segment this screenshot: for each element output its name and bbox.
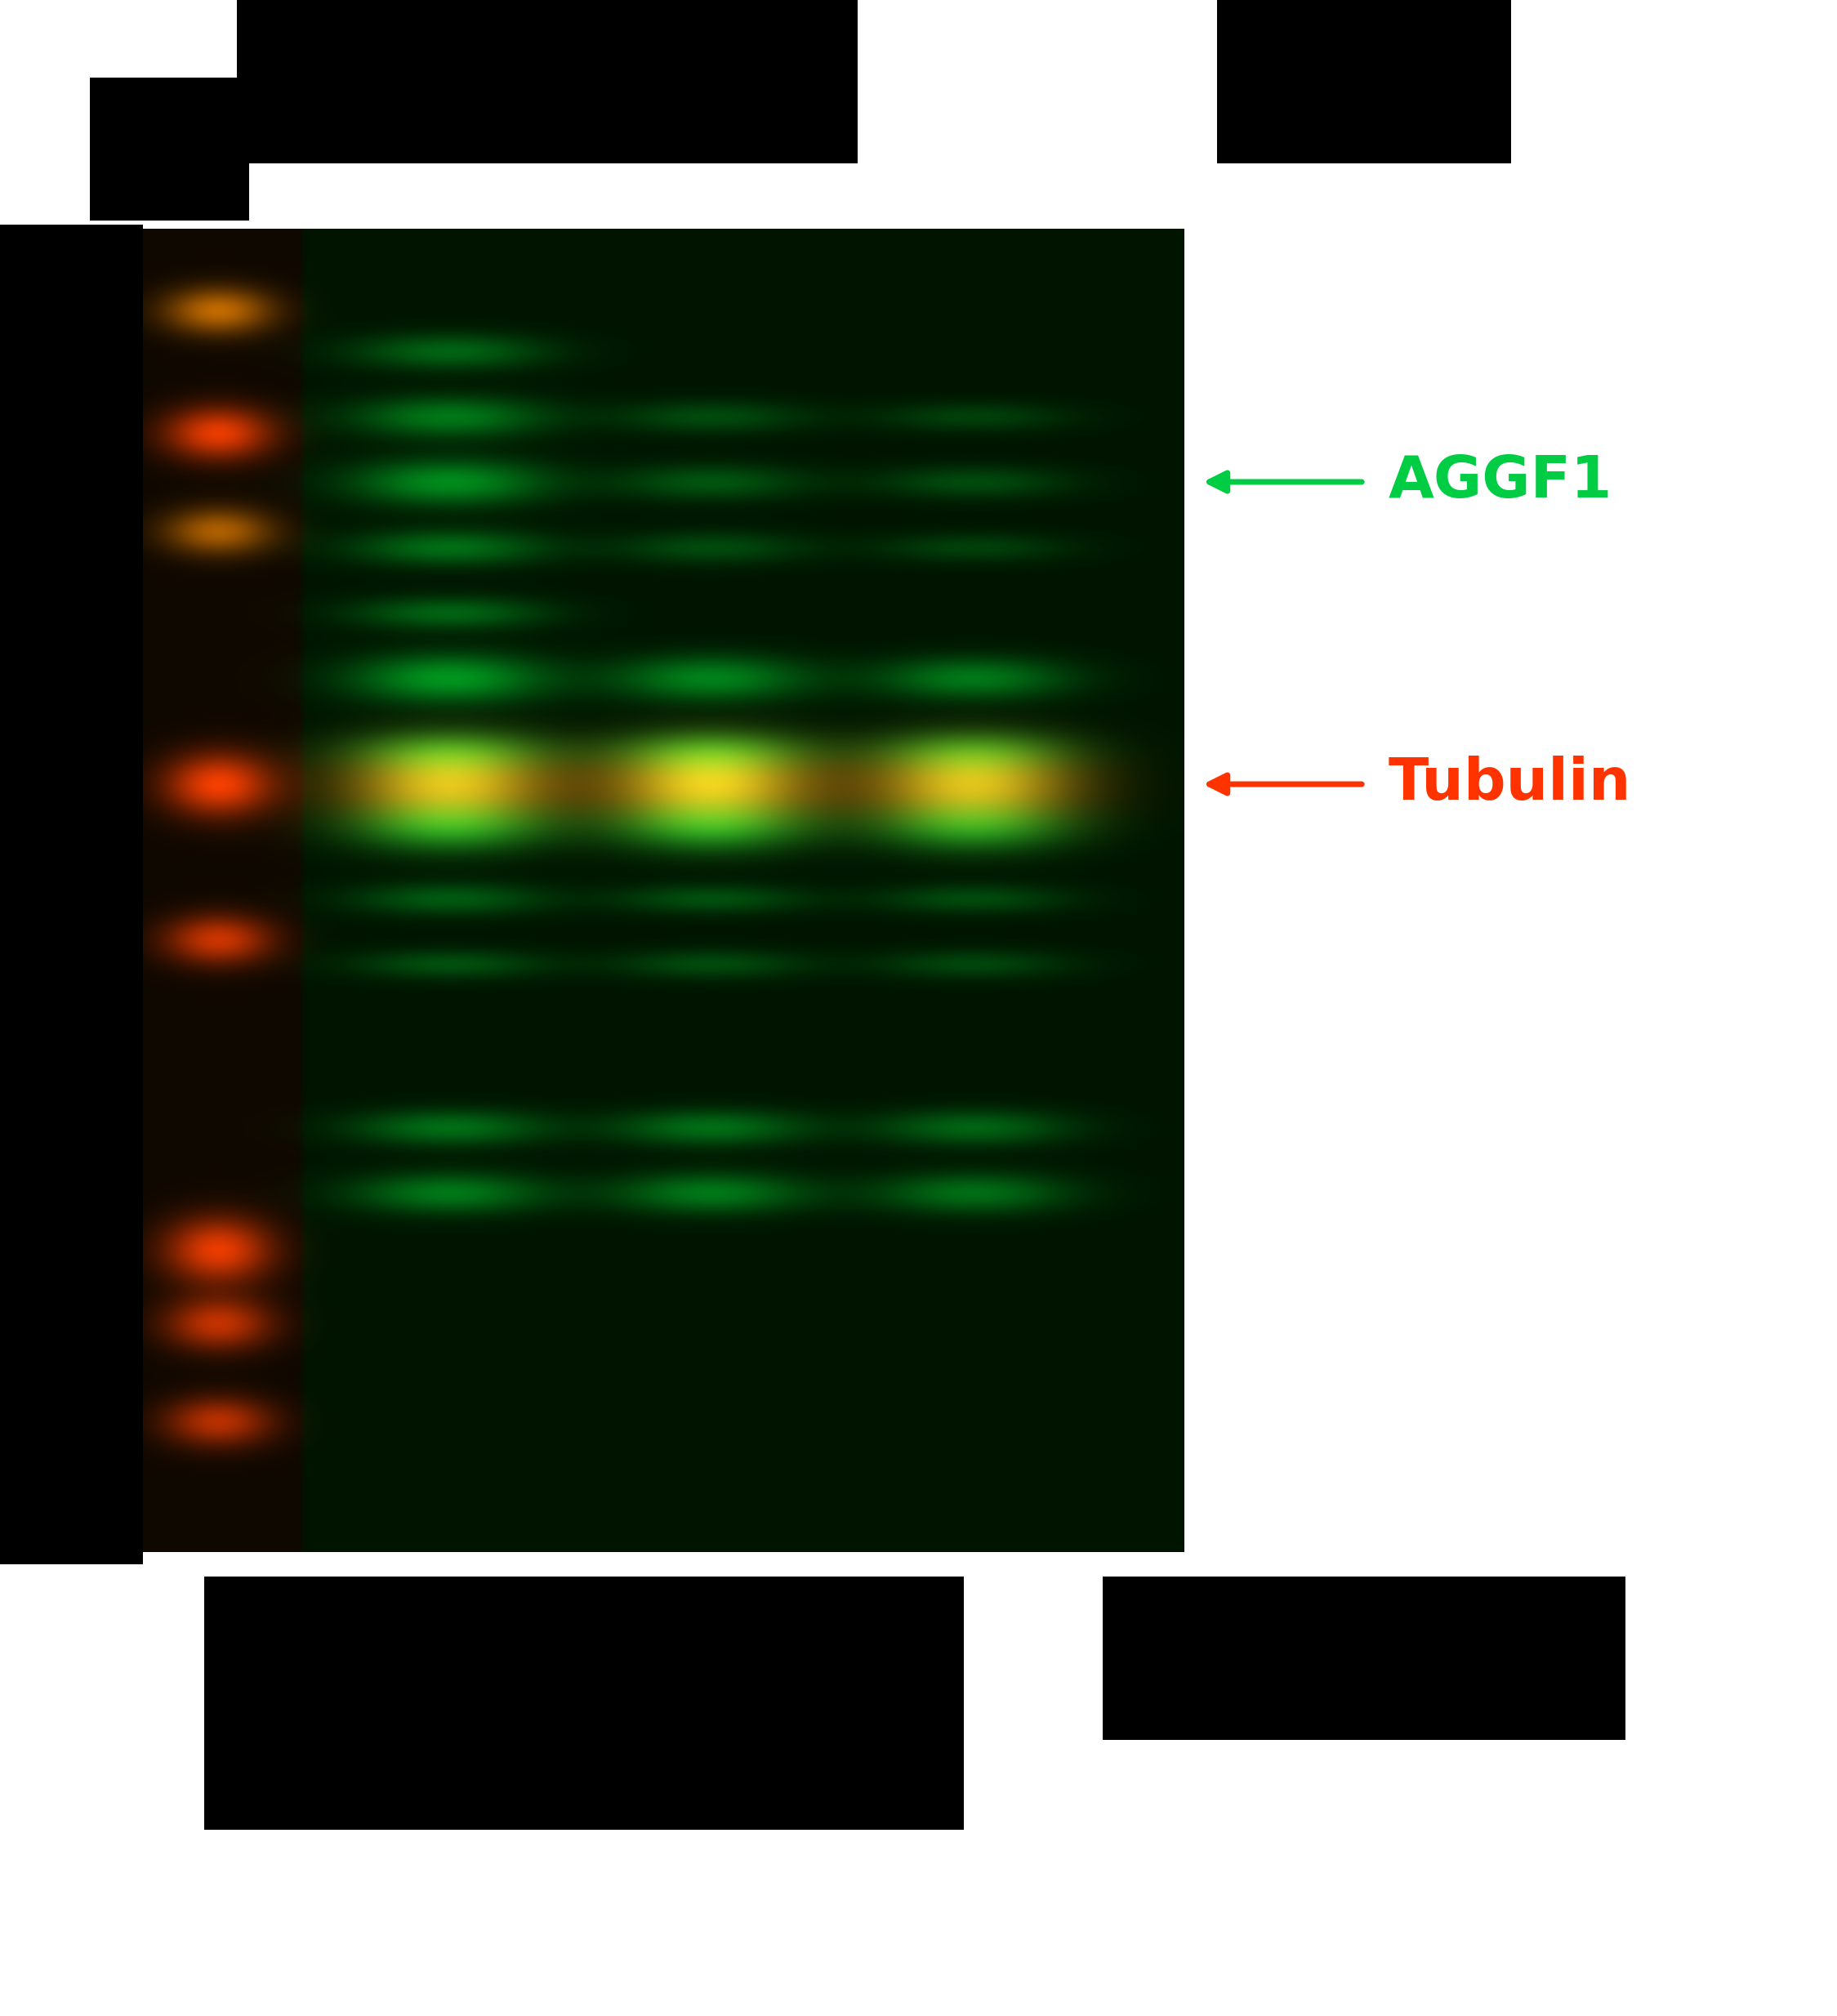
Text: AGGF1: AGGF1	[1389, 454, 1613, 510]
Text: Tubulin: Tubulin	[1389, 756, 1631, 812]
